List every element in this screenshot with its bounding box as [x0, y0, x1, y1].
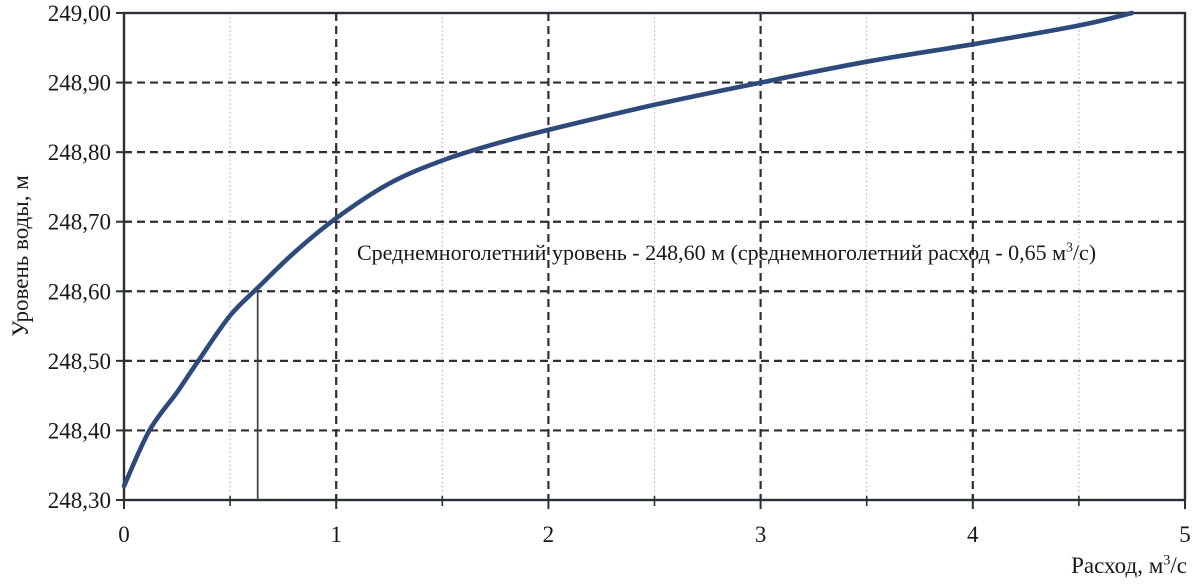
x-tick-label: 4 [967, 522, 979, 547]
x-tick-label: 0 [118, 522, 130, 547]
mean-level-annotation: Среднемноголетний уровень - 248,60 м (ср… [357, 240, 1096, 266]
y-tick-label: 248,70 [48, 210, 111, 235]
annotation-text: Среднемноголетний уровень - 248,60 м (ср… [357, 240, 1067, 265]
x-tick-label: 2 [543, 522, 555, 547]
x-tick-label: 5 [1179, 522, 1191, 547]
y-tick-label: 249,00 [48, 1, 111, 26]
y-axis-title: Уровень воды, м [8, 175, 33, 337]
y-tick-label: 248,60 [48, 279, 111, 304]
y-tick-label: 248,40 [48, 418, 111, 443]
x-axis-title-superscript: 3 [1163, 552, 1171, 569]
annotation-superscript: 3 [1066, 239, 1073, 255]
y-tick-label: 248,30 [48, 488, 111, 513]
x-axis-title-units: /с [1170, 553, 1187, 578]
x-axis-title-text: Расход, м [1071, 553, 1164, 578]
x-axis-title: Расход, м3/с [1071, 553, 1187, 579]
y-tick-label: 248,90 [48, 71, 111, 96]
y-tick-label: 248,50 [48, 349, 111, 374]
y-tick-label: 248,80 [48, 140, 111, 165]
rating-curve-line [121, 10, 1135, 489]
x-tick-label: 3 [755, 522, 767, 547]
annotation-units: /с) [1072, 240, 1097, 265]
x-tick-label: 1 [330, 522, 342, 547]
